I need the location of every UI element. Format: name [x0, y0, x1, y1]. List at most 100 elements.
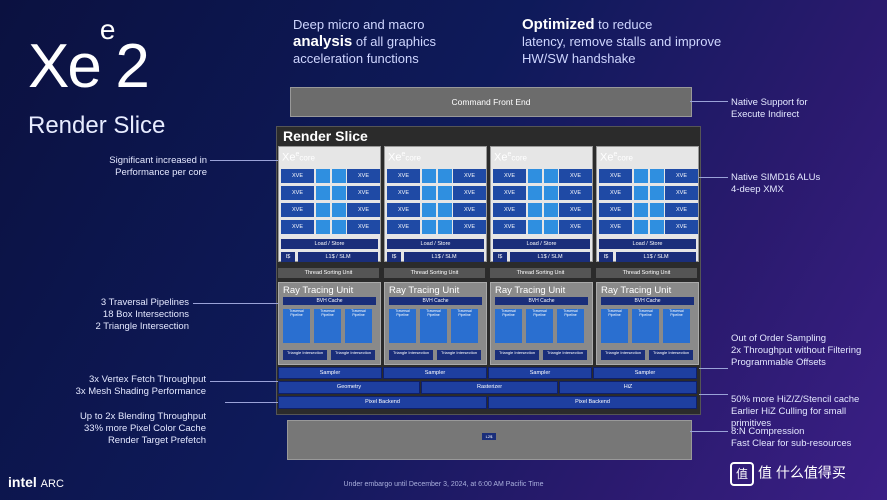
- xmx-unit: [544, 220, 558, 234]
- pixel-backend-block: Pixel Backend: [278, 396, 487, 409]
- xve-unit: XVE: [281, 169, 314, 183]
- xve-unit: XVE: [387, 169, 420, 183]
- xmx-unit: [316, 203, 330, 217]
- xmx-unit: [332, 203, 346, 217]
- xve-unit: XVE: [665, 169, 698, 183]
- thread-sorting-unit: Thread Sorting Unit: [490, 268, 591, 278]
- traversal-pipeline: Traversal Pipeline: [557, 309, 584, 343]
- triangle-intersection: Triangle Intersection: [649, 350, 693, 360]
- xmx-unit: [422, 203, 436, 217]
- bvh-cache: BVH Cache: [389, 297, 482, 305]
- load-store: Load / Store: [281, 239, 378, 249]
- xe2-logo: Xee2: [28, 14, 150, 101]
- intel-arc-logo: intel ARC: [8, 474, 64, 490]
- note-simd16: Native SIMD16 ALUs 4-deep XMX: [731, 172, 821, 195]
- xve-unit: XVE: [347, 220, 380, 234]
- xve-unit: XVE: [559, 186, 592, 200]
- note-traversal: 3 Traversal Pipelines 18 Box Intersection…: [95, 297, 189, 332]
- xmx-unit: [438, 186, 452, 200]
- traversal-pipeline: Traversal Pipeline: [420, 309, 447, 343]
- headline-left: Deep micro and macro analysis of all grap…: [293, 17, 437, 66]
- core-label: Xeecore: [388, 151, 421, 164]
- core-label: Xeecore: [282, 151, 315, 164]
- xmx-unit: [634, 186, 648, 200]
- xve-unit: XVE: [599, 169, 632, 183]
- pixel-backend-block: Pixel Backend: [488, 396, 697, 409]
- traversal-pipeline: Traversal Pipeline: [495, 309, 522, 343]
- xmx-unit: [438, 220, 452, 234]
- xve-unit: XVE: [559, 220, 592, 234]
- xmx-unit: [650, 203, 664, 217]
- ray-tracing-unit: Ray Tracing Unit BVH Cache Traversal Pipel…: [384, 282, 487, 365]
- xve-unit: XVE: [387, 203, 420, 217]
- sampler-block: Sampler: [488, 367, 592, 379]
- load-store: Load / Store: [387, 239, 484, 249]
- note-hiz: 50% more HiZ/Z/Stencil cache Earlier HiZ …: [731, 394, 860, 429]
- xmx-unit: [544, 169, 558, 183]
- xve-unit: XVE: [281, 186, 314, 200]
- note-vertex-fetch: 3x Vertex Fetch Throughput 3x Mesh Shadin…: [75, 374, 206, 397]
- note-perf-per-core: Significant increased in Performance per …: [109, 155, 207, 178]
- xve-unit: XVE: [453, 203, 486, 217]
- xve-unit: XVE: [599, 203, 632, 217]
- traversal-pipeline: Traversal Pipeline: [601, 309, 628, 343]
- triangle-intersection: Triangle Intersection: [331, 350, 375, 360]
- xve-unit: XVE: [665, 186, 698, 200]
- xve-unit: XVE: [493, 186, 526, 200]
- load-store: Load / Store: [599, 239, 696, 249]
- traversal-pipeline: Traversal Pipeline: [632, 309, 659, 343]
- sampler-block: Sampler: [383, 367, 487, 379]
- ray-tracing-unit: Ray Tracing Unit BVH Cache Traversal Pipel…: [278, 282, 381, 365]
- xmx-unit: [528, 169, 542, 183]
- xve-unit: XVE: [453, 220, 486, 234]
- xmx-unit: [528, 203, 542, 217]
- rasterizer-block: Rasterizer: [421, 381, 558, 394]
- core-label: Xeecore: [600, 151, 633, 164]
- xe-core: Xeecore XVE XVE XVE XVE XVE XVE XVE XVE Load / St…: [384, 146, 487, 262]
- xve-unit: XVE: [387, 220, 420, 234]
- xve-unit: XVE: [387, 186, 420, 200]
- render-slice-title: Render Slice: [283, 128, 368, 144]
- xmx-unit: [634, 220, 648, 234]
- xe-core: Xeecore XVE XVE XVE XVE XVE XVE XVE XVE Load / St…: [596, 146, 699, 262]
- watermark: 值值 什么值得买: [730, 462, 880, 490]
- xmx-unit: [650, 220, 664, 234]
- xmx-unit: [544, 186, 558, 200]
- note-blending: Up to 2x Blending Throughput 33% more Pix…: [79, 411, 206, 446]
- triangle-intersection: Triangle Intersection: [601, 350, 645, 360]
- xe-core: Xeecore XVE XVE XVE XVE XVE XVE XVE XVE Load / St…: [490, 146, 593, 262]
- xve-unit: XVE: [599, 186, 632, 200]
- xmx-unit: [316, 186, 330, 200]
- xmx-unit: [332, 186, 346, 200]
- traversal-pipeline: Traversal Pipeline: [663, 309, 690, 343]
- thread-sorting-unit: Thread Sorting Unit: [384, 268, 485, 278]
- icache: I$: [599, 252, 613, 262]
- load-store: Load / Store: [493, 239, 590, 249]
- sampler-block: Sampler: [278, 367, 382, 379]
- xve-unit: XVE: [559, 169, 592, 183]
- traversal-pipeline: Traversal Pipeline: [389, 309, 416, 343]
- l1-slm: L1$ / SLM: [510, 252, 590, 262]
- xmx-unit: [438, 203, 452, 217]
- xve-unit: XVE: [347, 186, 380, 200]
- command-front-end: Command Front End: [290, 87, 692, 117]
- traversal-pipeline: Traversal Pipeline: [345, 309, 372, 343]
- ray-tracing-unit: Ray Tracing Unit BVH Cache Traversal Pipel…: [596, 282, 699, 365]
- xve-unit: XVE: [493, 203, 526, 217]
- headline-right: Optimized to reduce latency, remove stall…: [522, 16, 722, 66]
- geometry-block: Geometry: [278, 381, 420, 394]
- traversal-pipeline: Traversal Pipeline: [314, 309, 341, 343]
- bvh-cache: BVH Cache: [601, 297, 694, 305]
- xve-unit: XVE: [665, 220, 698, 234]
- xve-unit: XVE: [281, 220, 314, 234]
- xmx-unit: [650, 169, 664, 183]
- xmx-unit: [634, 203, 648, 217]
- thread-sorting-unit: Thread Sorting Unit: [278, 268, 379, 278]
- triangle-intersection: Triangle Intersection: [495, 350, 539, 360]
- fixed-function-block: Sampler Sampler Sampler Sampler Geometry…: [278, 367, 698, 411]
- embargo-note: Under embargo until December 3, 2024, at…: [343, 481, 544, 488]
- triangle-intersection: Triangle Intersection: [437, 350, 481, 360]
- xmx-unit: [422, 220, 436, 234]
- xve-unit: XVE: [281, 203, 314, 217]
- bvh-cache: BVH Cache: [283, 297, 376, 305]
